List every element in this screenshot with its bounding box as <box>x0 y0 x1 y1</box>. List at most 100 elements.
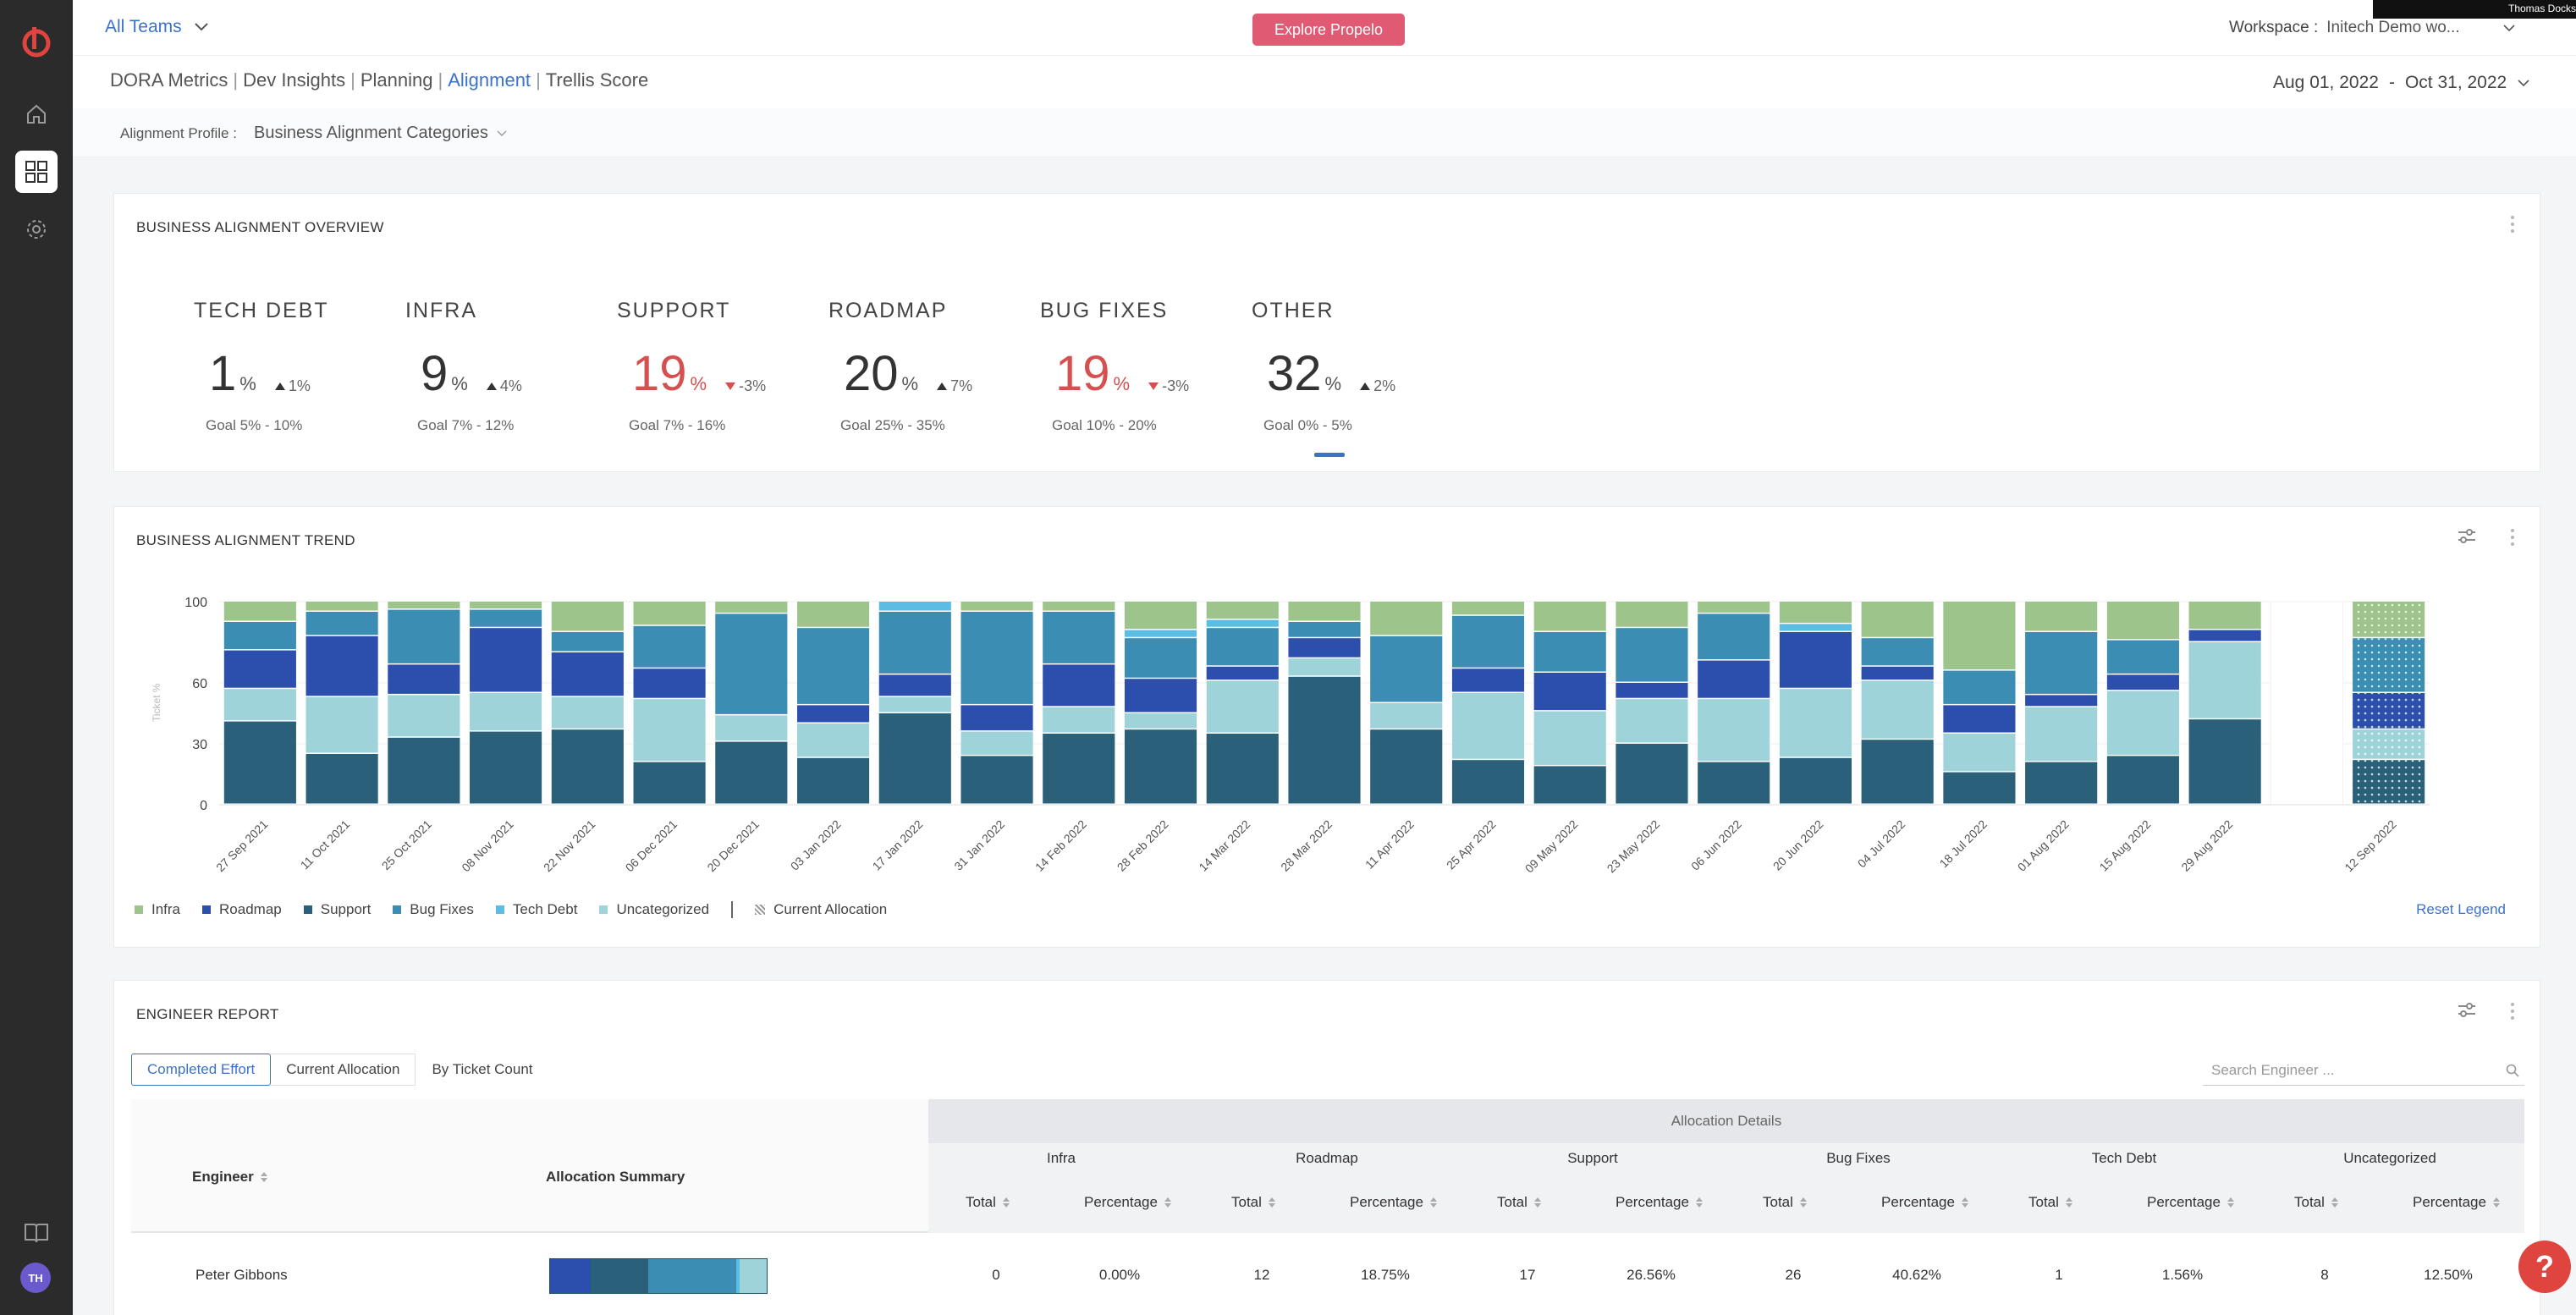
bar-segment-infra[interactable] <box>1698 602 1770 613</box>
bar-segment-support[interactable] <box>1533 766 1606 804</box>
bar-segment-support[interactable] <box>796 757 870 804</box>
bar-segment-bug-fixes[interactable] <box>223 622 296 650</box>
bar-segment-bug-fixes[interactable] <box>1943 670 2016 704</box>
bar-segment-infra[interactable] <box>715 602 788 613</box>
bar-segment-bug-fixes[interactable] <box>1124 638 1197 678</box>
metric-infra[interactable]: INFRA 9% 4% Goal 7% - 12% <box>405 299 600 434</box>
bar-segment-tech-debt[interactable] <box>1124 630 1197 637</box>
bar-segment-uncategorized[interactable] <box>1861 680 1934 739</box>
legend-item-bug-fixes[interactable]: Bug Fixes <box>393 901 474 918</box>
total-column-header[interactable]: Total <box>2294 1194 2338 1211</box>
bar-segment-roadmap[interactable] <box>1616 683 1688 698</box>
legend-item-current-allocation[interactable]: Current Allocation <box>755 901 887 918</box>
bar-segment-infra[interactable] <box>223 602 296 621</box>
bar-segment-support[interactable] <box>1861 740 1934 804</box>
bar-segment-uncategorized[interactable] <box>551 696 624 729</box>
tab-by-ticket-count[interactable]: By Ticket Count <box>432 1061 533 1077</box>
bar-segment-uncategorized[interactable] <box>715 715 788 741</box>
legend-item-infra[interactable]: Infra <box>135 901 180 918</box>
tab-alignment[interactable]: Alignment <box>448 69 531 91</box>
bar-segment-support[interactable] <box>1288 676 1361 804</box>
bar-segment-infra[interactable] <box>1451 602 1525 615</box>
bar-segment-bug-fixes[interactable] <box>305 612 378 635</box>
bar-segment-bug-fixes[interactable] <box>2106 640 2179 674</box>
more-options-icon[interactable] <box>2509 1003 2516 1021</box>
total-column-header[interactable]: Total <box>1497 1194 1541 1211</box>
tab-dev-insights[interactable]: Dev Insights <box>243 69 346 91</box>
legend-item-tech-debt[interactable]: Tech Debt <box>495 901 577 918</box>
bar-segment-bug-fixes[interactable] <box>1043 612 1115 663</box>
bar-segment-uncategorized[interactable] <box>1288 658 1361 676</box>
bar-segment-uncategorized[interactable] <box>388 695 460 737</box>
bar-segment-roadmap[interactable] <box>551 652 624 696</box>
bar-segment-support[interactable] <box>305 754 378 804</box>
alignment-profile-select[interactable]: Business Alignment Categories <box>254 124 507 143</box>
bar-segment-bug-fixes[interactable] <box>878 612 951 674</box>
bar-segment-support[interactable] <box>1616 744 1688 804</box>
bar-segment-bug-fixes[interactable] <box>388 609 460 663</box>
engineer-column-header[interactable]: Engineer <box>192 1169 267 1186</box>
more-options-icon[interactable] <box>2509 216 2516 234</box>
bar-segment-infra[interactable] <box>1779 602 1852 623</box>
bar-segment-infra[interactable] <box>1043 602 1115 611</box>
tab-dora-metrics[interactable]: DORA Metrics <box>110 69 228 91</box>
bar-segment-infra[interactable] <box>1943 602 2016 670</box>
bar-segment-infra[interactable] <box>2188 602 2261 630</box>
bar-segment-bug-fixes[interactable] <box>470 609 542 627</box>
bar-segment-roadmap[interactable] <box>388 664 460 694</box>
reset-legend-link[interactable]: Reset Legend <box>2416 901 2506 917</box>
bar-segment-infra[interactable] <box>1861 602 1934 637</box>
bar-segment-infra[interactable] <box>796 602 870 627</box>
bar-segment-roadmap[interactable] <box>960 705 1033 731</box>
bar-segment-bug-fixes[interactable] <box>1533 632 1606 672</box>
bar-segment-tech-debt[interactable] <box>878 602 951 611</box>
allocation-summary-bar[interactable] <box>549 1258 768 1294</box>
bar-segment-uncategorized[interactable] <box>2106 691 2179 755</box>
bar-segment-infra[interactable] <box>305 602 378 611</box>
bar-segment-uncategorized[interactable] <box>633 699 706 762</box>
bar-segment-infra[interactable] <box>633 602 706 625</box>
bar-segment-infra[interactable] <box>1288 602 1361 621</box>
bar-segment-infra[interactable] <box>1533 602 1606 631</box>
bar-segment-bug-fixes[interactable] <box>1616 628 1688 682</box>
engineer-name[interactable]: Peter Gibbons <box>195 1267 288 1283</box>
bar-segment-support[interactable] <box>470 731 542 804</box>
bar-segment-support[interactable] <box>1206 734 1279 804</box>
bar-segment-uncategorized[interactable] <box>1370 703 1443 729</box>
bar-segment-uncategorized[interactable] <box>1451 693 1525 759</box>
bar-segment-support[interactable] <box>551 729 624 804</box>
bar-segment-infra[interactable] <box>551 602 624 631</box>
bar-segment-uncategorized[interactable] <box>470 693 542 731</box>
bar-segment-roadmap[interactable] <box>1533 673 1606 711</box>
bar-segment-roadmap[interactable] <box>878 674 951 696</box>
bar-segment-uncategorized[interactable] <box>1124 713 1197 729</box>
bar-segment-support[interactable] <box>715 741 788 804</box>
team-selector[interactable]: All Teams <box>105 17 209 37</box>
home-icon[interactable] <box>15 93 58 135</box>
bar-segment-bug-fixes[interactable] <box>796 628 870 704</box>
bar-segment-bug-fixes[interactable] <box>960 612 1033 704</box>
tab-planning[interactable]: Planning <box>360 69 433 91</box>
bar-segment-roadmap[interactable] <box>796 705 870 723</box>
help-button[interactable]: ? <box>2518 1241 2571 1293</box>
bar-segment-roadmap[interactable] <box>1043 664 1115 707</box>
bar-segment-uncategorized[interactable] <box>878 696 951 713</box>
dashboard-grid-icon[interactable] <box>15 151 58 193</box>
percentage-column-header[interactable]: Percentage <box>2413 1194 2500 1211</box>
metric-bug-fixes[interactable]: BUG FIXES 19% -3% Goal 10% - 20% <box>1040 299 1235 434</box>
percentage-column-header[interactable]: Percentage <box>1881 1194 1968 1211</box>
total-column-header[interactable]: Total <box>1231 1194 1275 1211</box>
bar-segment-roadmap[interactable] <box>2025 695 2098 707</box>
bar-segment-roadmap[interactable] <box>223 650 296 688</box>
bar-segment-support[interactable] <box>1698 762 1770 804</box>
bar-segment-support[interactable] <box>1124 729 1197 804</box>
bar-segment-infra[interactable] <box>1124 602 1197 630</box>
bar-segment-tech-debt[interactable] <box>1779 624 1852 631</box>
bar-segment-roadmap[interactable] <box>1943 705 2016 733</box>
bar-segment-support[interactable] <box>1370 729 1443 804</box>
bar-segment-support[interactable] <box>2188 719 2261 804</box>
filter-sliders-icon[interactable] <box>2457 527 2479 547</box>
metric-other[interactable]: OTHER 32% 2% Goal 0% - 5% <box>1252 299 1446 434</box>
bar-segment-infra[interactable] <box>1616 602 1688 627</box>
bar-segment-uncategorized[interactable] <box>960 731 1033 755</box>
